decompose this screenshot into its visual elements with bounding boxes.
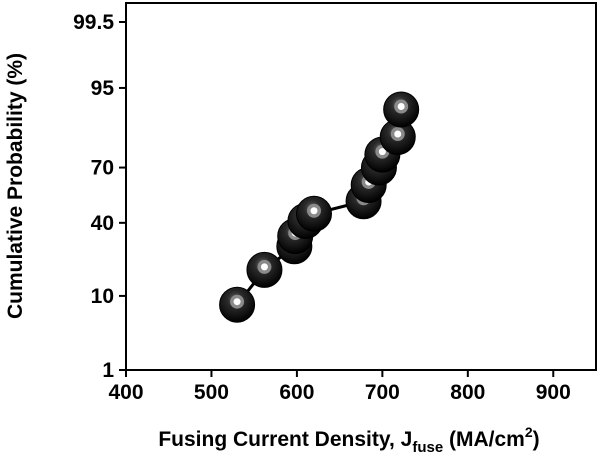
data-point: [296, 195, 332, 232]
data-point-highlight: [260, 263, 268, 271]
data-point-highlight: [397, 103, 405, 111]
x-tick-label: 600: [279, 381, 314, 404]
x-axis-label: Fusing Current Density, Jfuse (MA/cm2): [158, 424, 539, 456]
y-tick-label: 1: [102, 359, 114, 382]
y-tick-label: 99.5: [73, 11, 114, 34]
y-tick-label: 40: [91, 212, 114, 235]
y-tick-label: 10: [91, 285, 114, 308]
data-point-highlight: [394, 130, 402, 138]
data-point: [383, 91, 420, 128]
y-axis-label: Cumulative Probability (%): [4, 53, 27, 319]
x-tick-label: 700: [365, 381, 400, 404]
x-tick-label: 500: [194, 381, 229, 404]
x-tick-label: 900: [536, 381, 571, 404]
data-point-highlight: [310, 207, 318, 215]
y-tick-label: 95: [91, 77, 115, 100]
data-point: [379, 119, 416, 156]
data-point: [246, 251, 283, 288]
x-axis-label-superscript: 2: [525, 424, 533, 440]
plot-frame: [125, 2, 597, 371]
data-point-highlight: [378, 148, 386, 156]
data-points: [219, 91, 420, 323]
data-point-highlight: [233, 298, 241, 306]
x-tick-label: 400: [108, 381, 143, 404]
x-axis-label-subscript: fuse: [412, 439, 443, 456]
y-tick-label: 70: [91, 157, 114, 180]
x-tick-label: 800: [450, 381, 485, 404]
axis-ticks: 400 500 600 700 800 900 1 10 40 70 95 99.5: [73, 11, 571, 404]
data-point: [219, 286, 256, 323]
